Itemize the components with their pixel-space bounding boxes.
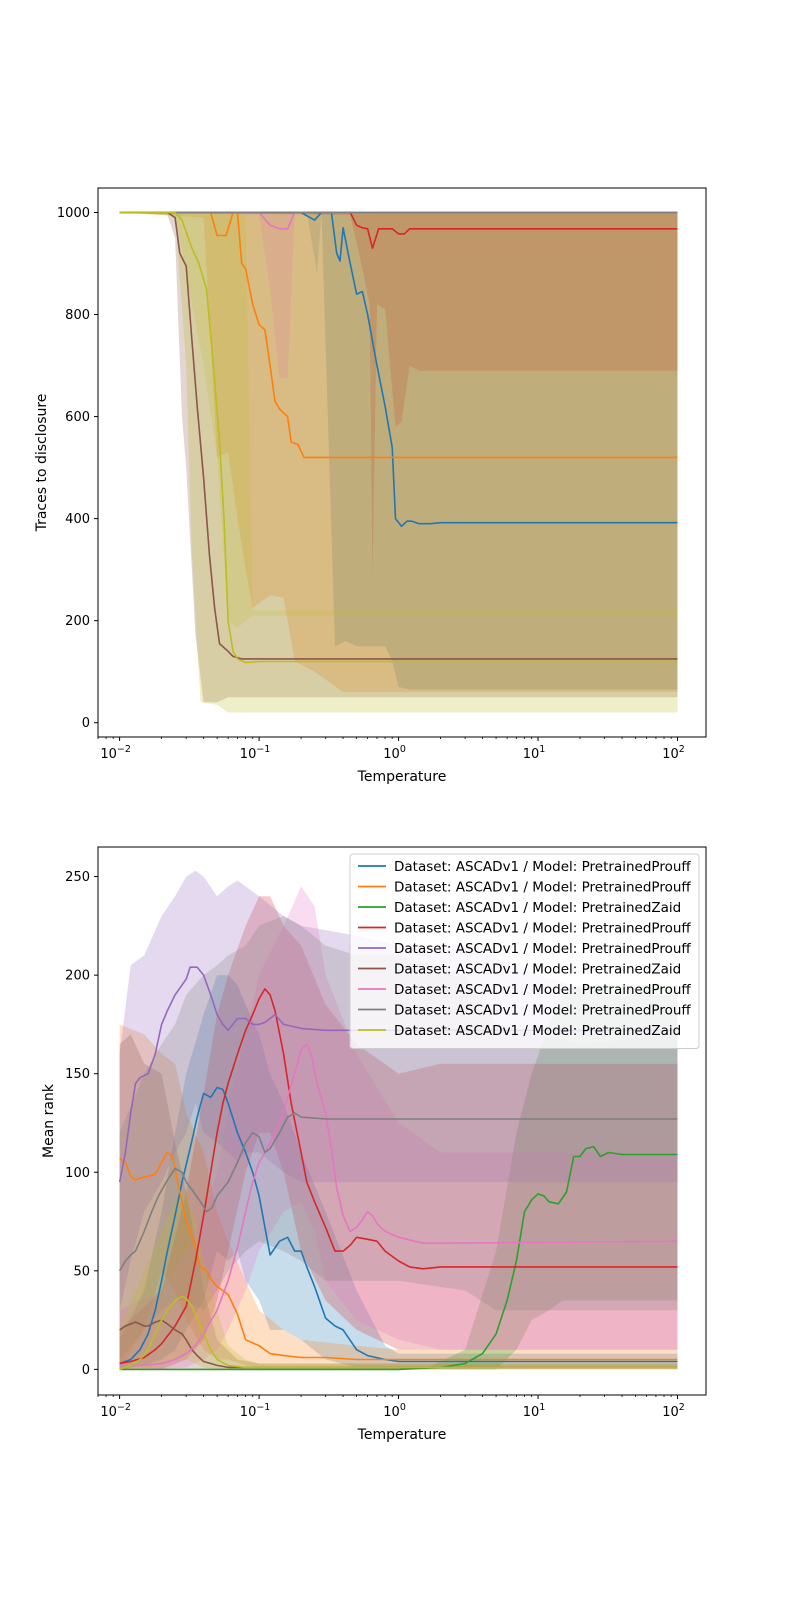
y-tick-label: 0 <box>82 1363 90 1378</box>
x-tick-label: 10−2 <box>100 744 131 762</box>
mean-rank-chart: 10−2 10−1 100 101 102 0 50 100 150 200 250 Tempera… <box>41 846 707 1443</box>
y-tick-label: 600 <box>65 410 90 425</box>
x-tick-label: 101 <box>523 744 546 762</box>
series-4-band <box>119 896 678 1370</box>
series-2-line <box>119 211 678 459</box>
x-tick-label: 10−2 <box>100 1402 131 1420</box>
x-tick-label: 101 <box>523 1402 546 1420</box>
plot-frame <box>97 846 707 1396</box>
legend-entry: Dataset: ASCADv1 / Model: PretrainedProu… <box>394 1002 691 1018</box>
x-tick-label: 10−1 <box>240 744 271 762</box>
series-9-band-extra <box>119 212 678 629</box>
y-tick-label: 1000 <box>57 206 90 221</box>
y-tick-label: 800 <box>65 308 90 323</box>
legend-entry: Dataset: ASCADv1 / Model: PretrainedProu… <box>394 920 691 936</box>
x-tick-label: 100 <box>383 744 406 762</box>
x-tick-label: 102 <box>662 1402 685 1420</box>
y-tick-label: 0 <box>82 716 90 731</box>
y-tick-label: 200 <box>65 614 90 629</box>
legend-entry: Dataset: ASCADv1 / Model: PretrainedZaid <box>394 961 681 977</box>
plot-frame <box>97 187 707 738</box>
y-tick-label: 50 <box>73 1264 90 1279</box>
series-4-line <box>119 211 678 249</box>
series-9-band <box>119 212 678 713</box>
series-6-line <box>119 1319 678 1369</box>
y-tick-label: 250 <box>65 870 90 885</box>
series-8-band <box>119 916 678 1360</box>
legend-box <box>349 853 700 1049</box>
legend-entry: Dataset: ASCADv1 / Model: PretrainedProu… <box>394 982 691 998</box>
series-1-band <box>119 975 678 1370</box>
series-1-line <box>119 1086 678 1365</box>
series-9-line <box>119 211 678 664</box>
y-tick-label: 100 <box>65 1166 90 1181</box>
legend-entry: Dataset: ASCADv1 / Model: PretrainedZaid <box>394 1023 681 1039</box>
series-8-line <box>118 1112 678 1272</box>
y-tick-label: 150 <box>65 1067 90 1082</box>
series-4-band <box>119 212 678 578</box>
series-2-line <box>119 1151 678 1361</box>
x-axis-label: Temperature <box>357 1427 447 1443</box>
axis-ticks: 10−2 10−1 100 101 102 0 50 100 150 200 250 <box>65 870 685 1420</box>
series-7-band <box>119 886 678 1370</box>
series-lines <box>119 211 678 664</box>
series-7-line <box>119 1043 678 1367</box>
y-axis-label: Traces to disclosure <box>34 394 50 533</box>
traces-to-disclosure-chart: 10−2 10−1 100 101 102 0 200 400 600 800 1000 Tempe… <box>34 187 707 785</box>
series-4-line <box>119 988 678 1365</box>
series-3-band <box>119 985 678 1370</box>
legend-entry: Dataset: ASCADv1 / Model: PretrainedProu… <box>394 879 691 895</box>
series-lines <box>118 966 678 1371</box>
series-9-line <box>119 1295 678 1371</box>
axis-ticks: 10−2 10−1 100 101 102 0 200 400 600 800 1000 <box>57 206 685 762</box>
series-1-band <box>119 212 678 690</box>
confidence-bands <box>119 870 678 1370</box>
x-tick-label: 100 <box>383 1402 406 1420</box>
legend-entry: Dataset: ASCADv1 / Model: PretrainedZaid <box>394 900 681 916</box>
legend: Dataset: ASCADv1 / Model: PretrainedProu… <box>349 853 700 1049</box>
series-9-band <box>119 1192 678 1370</box>
series-2-band <box>119 212 678 693</box>
series-3-line <box>119 1145 678 1371</box>
y-tick-label: 400 <box>65 512 90 527</box>
legend-entry: Dataset: ASCADv1 / Model: PretrainedProu… <box>394 941 691 957</box>
series-5-line <box>118 966 678 1183</box>
x-tick-label: 102 <box>662 744 685 762</box>
x-axis-label: Temperature <box>357 769 447 785</box>
series-6-band <box>119 1034 678 1370</box>
x-tick-label: 10−1 <box>240 1402 271 1420</box>
confidence-bands <box>119 212 678 713</box>
y-axis-label: Mean rank <box>41 1083 57 1158</box>
legend-entry: Dataset: ASCADv1 / Model: PretrainedProu… <box>394 859 691 875</box>
y-tick-label: 200 <box>65 969 90 984</box>
series-6-line <box>119 211 678 660</box>
